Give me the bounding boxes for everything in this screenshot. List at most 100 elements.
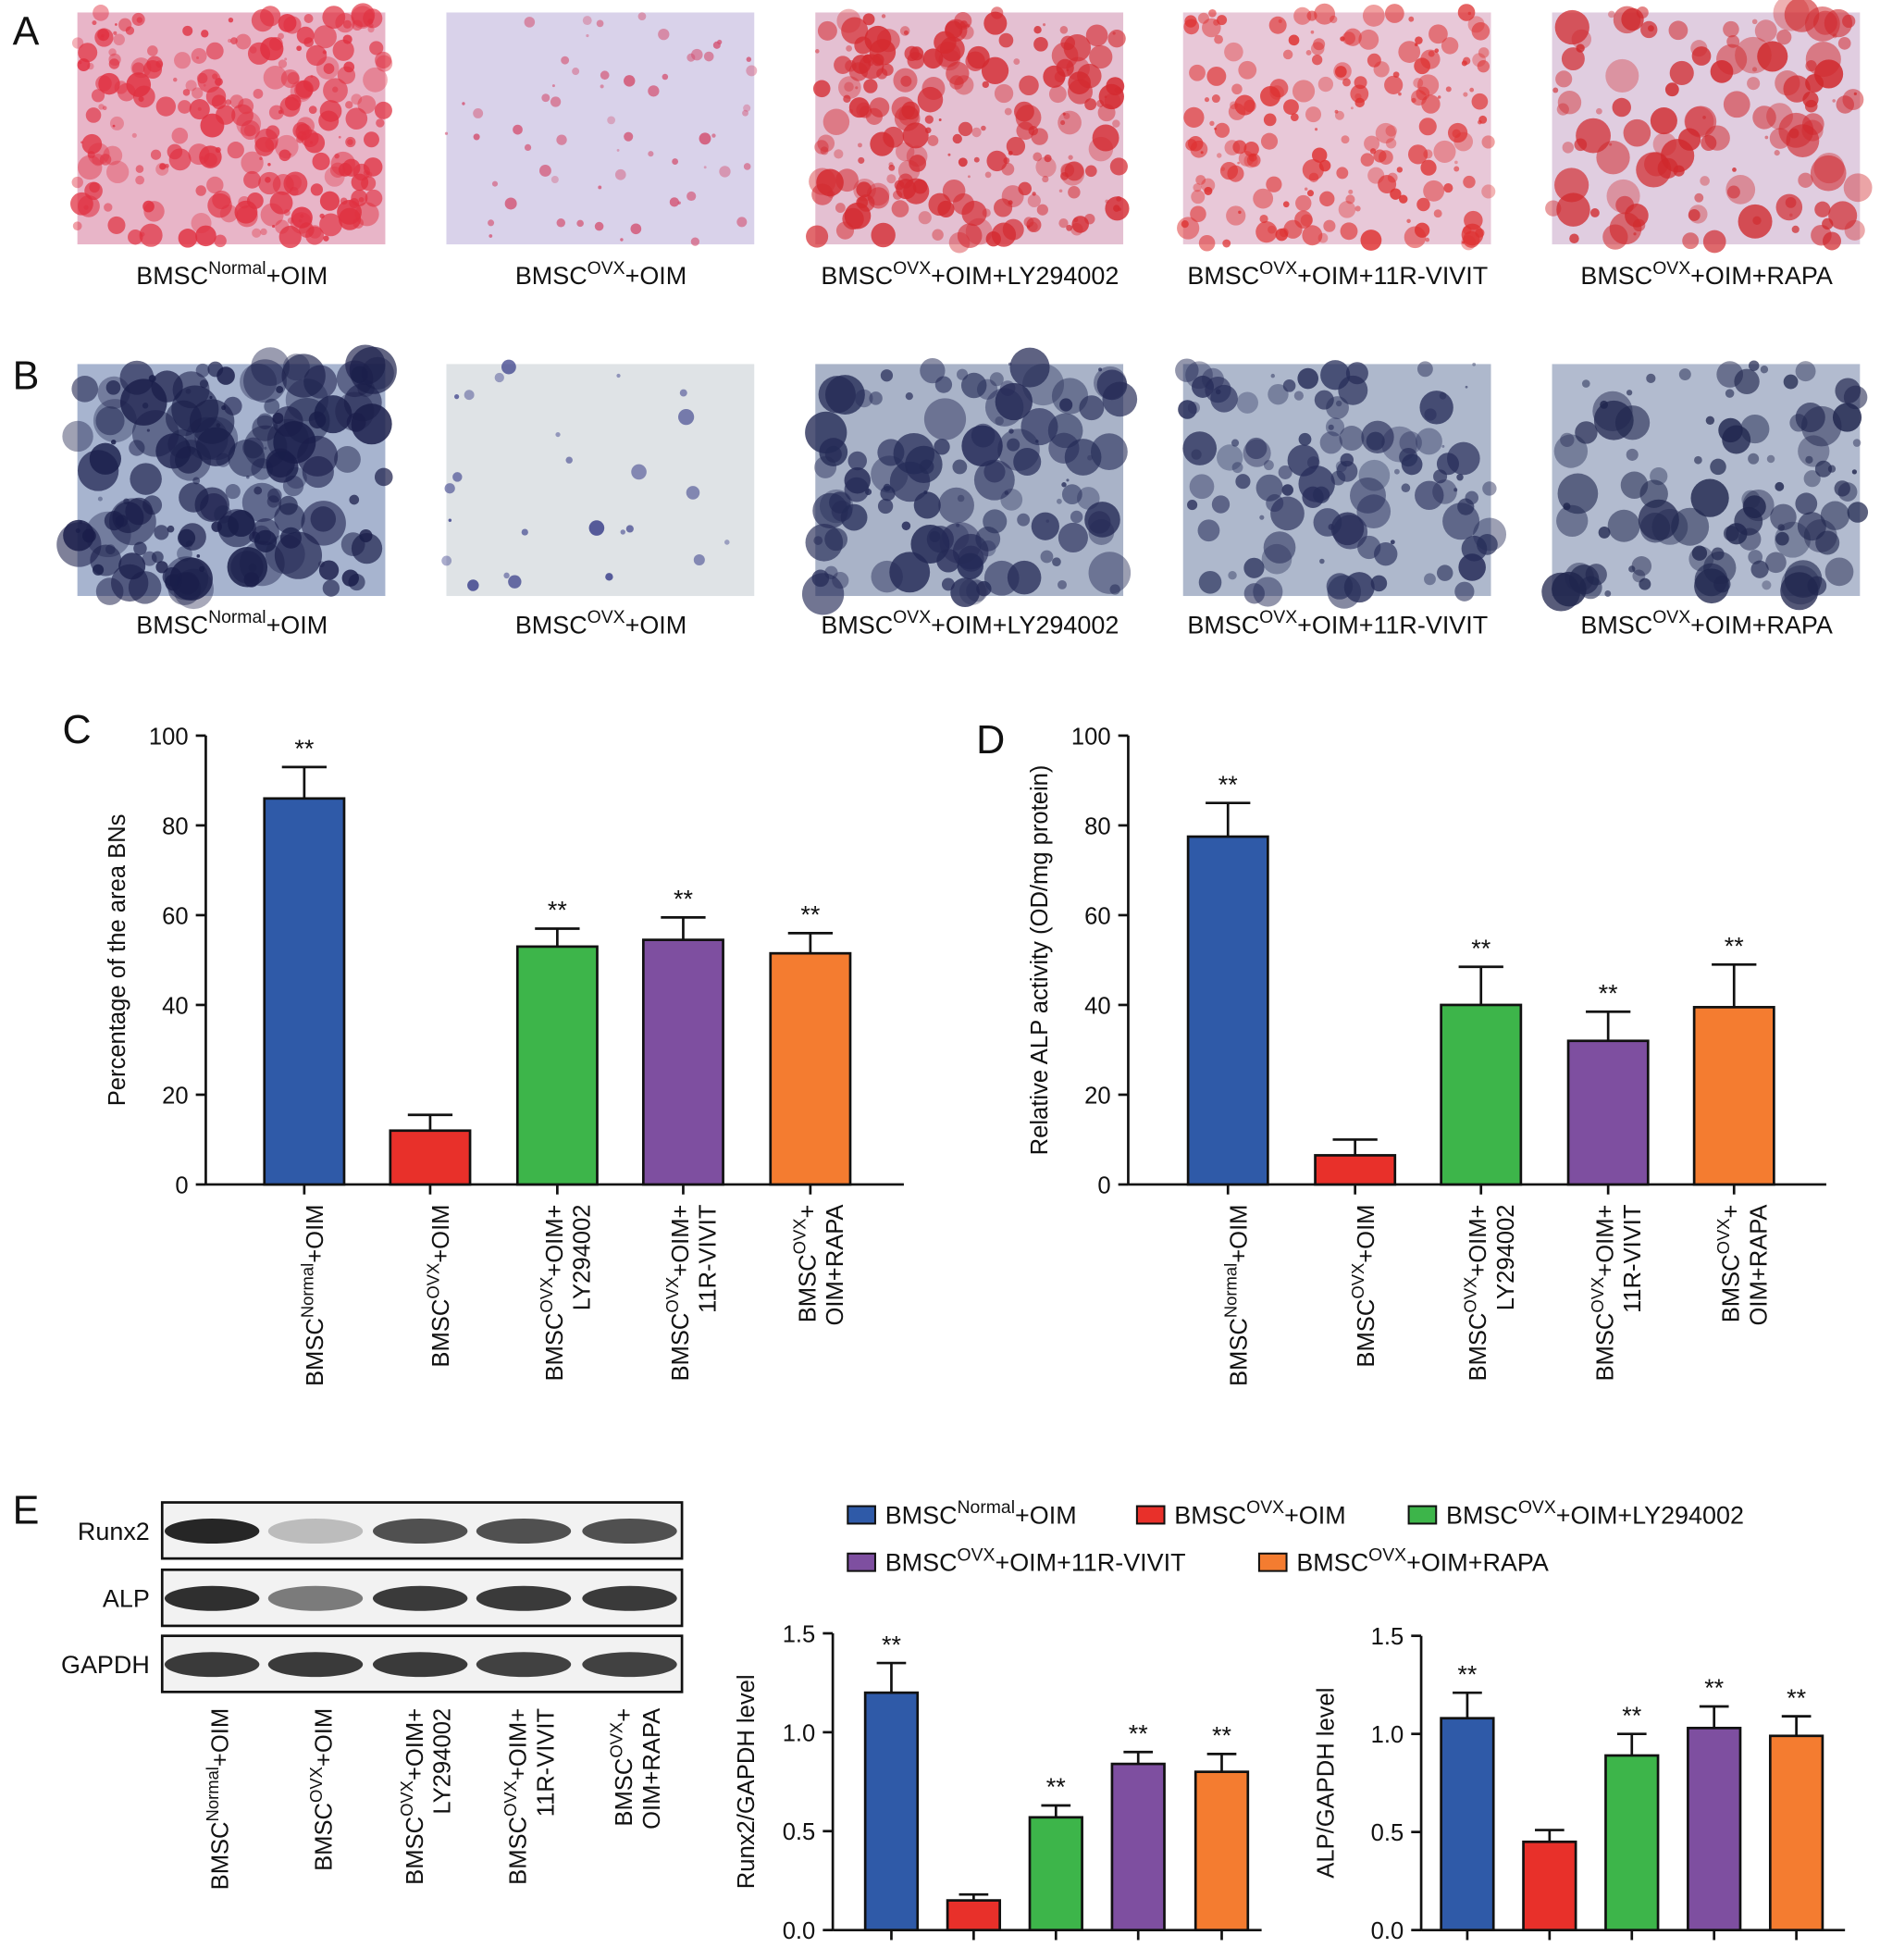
stain-spot (1648, 25, 1654, 32)
stain-spot (196, 72, 208, 84)
stain-spot (278, 149, 291, 162)
stain-spot (251, 458, 273, 480)
stain-spot (1742, 489, 1775, 522)
stain-spot (1369, 148, 1377, 155)
stain-spot (317, 561, 325, 568)
stain-spot (1062, 112, 1066, 116)
stain-spot (1094, 366, 1127, 400)
stain-spot (1437, 95, 1441, 99)
stain-spot (278, 32, 284, 40)
stain-spot (252, 228, 262, 238)
stain-spot (1342, 78, 1351, 87)
stain-spot (1070, 510, 1083, 524)
stain-spot (686, 486, 700, 500)
stain-spot (880, 486, 896, 502)
stain-spot (1454, 160, 1458, 165)
x-label: BMSCOVX+OIM+ 11R-VIVIT (1588, 1204, 1646, 1381)
stain-spot (1710, 458, 1726, 476)
stain-spot (1379, 150, 1393, 165)
stain-spot (1678, 368, 1691, 381)
label-sup: OVX (893, 258, 931, 279)
stain-spot (886, 174, 897, 184)
stain-spot (1198, 234, 1216, 252)
stain-spot (169, 440, 212, 481)
blot-band (164, 1585, 260, 1611)
stain-spot (118, 18, 132, 31)
stain-spot (1358, 459, 1391, 491)
label: BMSCOVX+OIM (515, 607, 686, 639)
bar (389, 1129, 472, 1186)
stain-spot (1561, 47, 1585, 71)
stain-spot (136, 17, 143, 23)
stain-spot (102, 105, 107, 111)
stain-spot (85, 107, 102, 123)
label-base: BMSC (208, 1821, 234, 1890)
stain-spot (1702, 229, 1726, 254)
blot-band (476, 1519, 572, 1544)
stain-spot (1805, 41, 1841, 78)
stain-spot (998, 32, 1014, 48)
stain-spot (1636, 152, 1672, 188)
label: BMSCOVX+ (606, 1708, 637, 1827)
label-sup: OVX (1460, 1277, 1479, 1313)
label-sup: Normal (208, 607, 266, 627)
label-base: BMSC (312, 1803, 338, 1871)
stain-spot (1442, 502, 1480, 540)
stain-spot (1253, 577, 1283, 607)
label-base: BMSC (1580, 262, 1652, 290)
stain-spot (967, 175, 971, 179)
stain-spot (960, 372, 987, 399)
label-base: BMSC (1719, 1254, 1745, 1322)
bar (263, 797, 346, 1186)
stain-spot (1298, 432, 1312, 446)
stain-spot (1664, 82, 1679, 97)
stain-spot (1060, 161, 1085, 186)
label-sup: OVX (1348, 1263, 1367, 1299)
stain-spot (335, 391, 375, 431)
stain-spot (958, 545, 984, 572)
stain-spot (448, 518, 452, 522)
stain-spot (934, 376, 953, 393)
stain-spot (1381, 426, 1418, 463)
stain-spot (736, 217, 748, 228)
stain-spot (662, 73, 669, 81)
stain-spot (927, 135, 939, 146)
stain-spot (464, 390, 475, 401)
stain-spot (699, 132, 711, 145)
label: BMSCOVX+OIM (515, 258, 686, 290)
stain-spot (1036, 204, 1048, 216)
stain-spot (195, 363, 210, 378)
stain-spot (1613, 6, 1641, 34)
stain-spot (278, 225, 302, 249)
blot-band (372, 1519, 468, 1544)
micrograph-bg (1182, 12, 1491, 245)
stain-spot (932, 229, 944, 241)
stain-spot (1375, 122, 1396, 144)
stain-spot (174, 52, 192, 69)
stain-spot (203, 83, 206, 87)
error-bar (1332, 1138, 1378, 1156)
stain-spot (1399, 431, 1422, 454)
stain-spot (691, 48, 703, 61)
stain-spot (1420, 159, 1437, 176)
stain-spot (1348, 189, 1354, 194)
stain-spot (243, 572, 260, 588)
stain-spot (1282, 49, 1293, 60)
stain-spot (177, 545, 192, 562)
stain-spot (820, 146, 829, 155)
stain-spot (1237, 161, 1241, 165)
stain-spot (959, 25, 974, 40)
stain-spot (313, 25, 337, 49)
stain-spot (1208, 8, 1217, 18)
error-bar (787, 931, 834, 954)
stain-spot (1220, 167, 1226, 171)
stain-spot (832, 572, 849, 589)
error-bar (1616, 1732, 1647, 1755)
stain-spot (869, 391, 883, 405)
stain-spot (1606, 179, 1640, 213)
stain-spot (365, 189, 383, 207)
stain-spot (265, 138, 278, 151)
label-rest: +OIM (625, 262, 687, 290)
stain-spot (150, 149, 162, 160)
